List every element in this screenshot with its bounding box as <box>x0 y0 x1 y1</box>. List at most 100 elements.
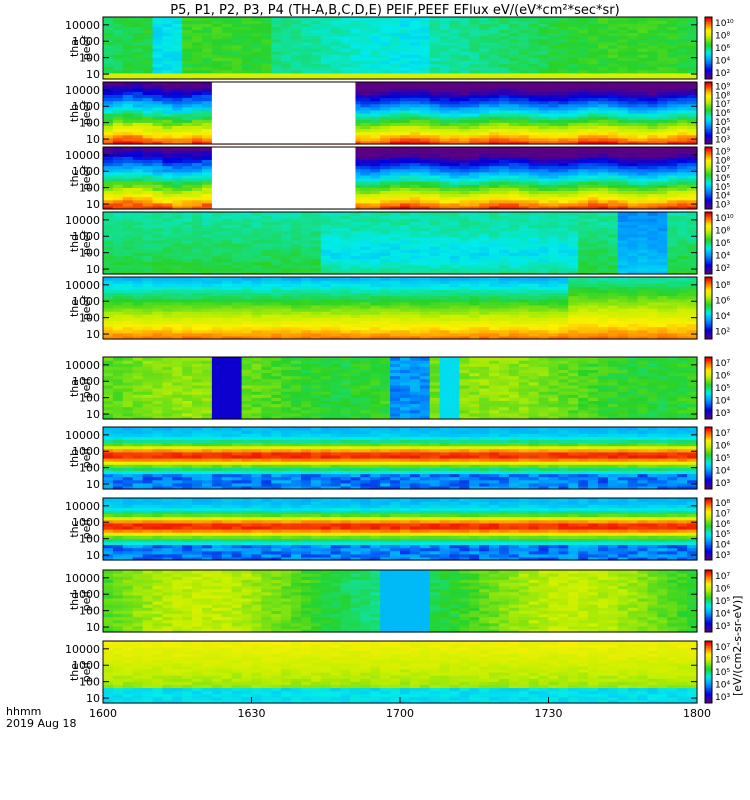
heatmap-cell <box>291 255 302 260</box>
heatmap-cell <box>103 212 114 216</box>
heatmap-cell <box>489 32 500 37</box>
heatmap-cell <box>400 82 411 86</box>
heatmap-cell <box>350 181 361 185</box>
heatmap-cell <box>132 128 144 133</box>
heatmap-cell <box>350 116 361 120</box>
heatmap-cell <box>489 125 500 130</box>
heatmap-cell <box>459 199 470 204</box>
heatmap-cell <box>370 82 381 86</box>
heatmap-cell <box>142 57 154 61</box>
colorbar-segment <box>705 100 712 103</box>
heatmap-cell <box>459 119 470 123</box>
heatmap-cell <box>548 181 559 185</box>
heatmap-cell <box>400 137 411 142</box>
heatmap-cell <box>142 54 154 58</box>
heatmap-cell <box>578 72 589 77</box>
heatmap-cell <box>152 199 163 204</box>
heatmap-cell <box>627 178 639 182</box>
heatmap-cell <box>598 199 609 204</box>
heatmap-cell <box>667 140 678 145</box>
heatmap-cell <box>419 156 431 160</box>
heatmap-cell <box>479 113 490 117</box>
heatmap-cell <box>449 106 460 111</box>
heatmap-cell <box>241 63 253 68</box>
heatmap-cell <box>489 23 500 27</box>
heatmap-cell <box>538 116 550 120</box>
heatmap-cell <box>637 54 649 58</box>
heatmap-cell <box>588 125 599 130</box>
heatmap-cell <box>202 174 213 179</box>
heatmap-cell <box>192 187 203 191</box>
heatmap-cell <box>320 17 332 21</box>
heatmap-cell <box>617 128 629 133</box>
heatmap-cell <box>499 69 510 74</box>
heatmap-cell <box>528 150 540 154</box>
heatmap-cell <box>578 60 589 65</box>
heatmap-cell <box>607 199 619 204</box>
heatmap-cell <box>142 140 154 145</box>
heatmap-cell <box>360 41 371 46</box>
heatmap-cell <box>192 109 203 114</box>
heatmap-cell <box>677 165 688 170</box>
heatmap-cell <box>162 82 173 86</box>
heatmap-cell <box>677 116 688 120</box>
heatmap-cell <box>103 190 114 195</box>
heatmap-cell <box>241 255 253 260</box>
heatmap-cell <box>192 48 203 52</box>
heatmap-cell <box>182 270 193 275</box>
heatmap-cell <box>132 17 144 21</box>
heatmap-cell <box>241 227 253 232</box>
heatmap-cell <box>390 122 401 126</box>
heatmap-cell <box>281 17 292 21</box>
heatmap-cell <box>409 109 421 114</box>
heatmap-cell <box>558 48 569 52</box>
heatmap-cell <box>400 168 411 173</box>
heatmap-cell <box>152 261 163 266</box>
heatmap-cell <box>291 233 302 238</box>
heatmap-cell <box>518 88 530 92</box>
heatmap-cell <box>409 113 421 117</box>
heatmap-cell <box>221 63 233 68</box>
heatmap-cell <box>429 85 441 89</box>
heatmap-cell <box>647 35 658 40</box>
heatmap-cell <box>568 100 579 105</box>
heatmap-cell <box>518 85 530 89</box>
heatmap-cell <box>439 162 451 167</box>
heatmap-cell <box>528 106 540 111</box>
heatmap-cell <box>241 69 253 74</box>
heatmap-cell <box>211 60 223 65</box>
heatmap-cell <box>479 165 490 170</box>
heatmap-cell <box>657 181 668 185</box>
heatmap-cell <box>251 270 262 275</box>
heatmap-cell <box>132 267 144 272</box>
heatmap-cell <box>360 72 371 77</box>
heatmap-cell <box>657 51 668 55</box>
heatmap-cell <box>409 106 421 111</box>
heatmap-cell <box>558 165 569 170</box>
heatmap-cell <box>588 178 599 182</box>
heatmap-cell <box>677 147 688 151</box>
heatmap-cell <box>419 48 431 52</box>
heatmap-cell <box>409 51 421 55</box>
heatmap-cell <box>192 181 203 185</box>
heatmap-cell <box>192 94 203 99</box>
heatmap-cell <box>142 94 154 99</box>
heatmap-cell <box>429 41 441 46</box>
heatmap-cell <box>103 113 114 117</box>
heatmap-cell <box>687 150 698 154</box>
heatmap-cell <box>350 54 361 58</box>
heatmap-cell <box>202 35 213 40</box>
heatmap-cell <box>192 168 203 173</box>
heatmap-cell <box>211 239 223 244</box>
heatmap-cell <box>390 106 401 111</box>
heatmap-cell <box>221 255 233 260</box>
heatmap-cell <box>211 212 223 216</box>
heatmap-cell <box>489 147 500 151</box>
heatmap-cell <box>499 134 510 139</box>
heatmap-cell <box>122 258 134 263</box>
heatmap-cell <box>202 184 213 188</box>
heatmap-cell <box>489 178 500 182</box>
heatmap-cell <box>370 109 381 114</box>
heatmap-cell <box>390 57 401 61</box>
heatmap-cell <box>449 54 460 58</box>
